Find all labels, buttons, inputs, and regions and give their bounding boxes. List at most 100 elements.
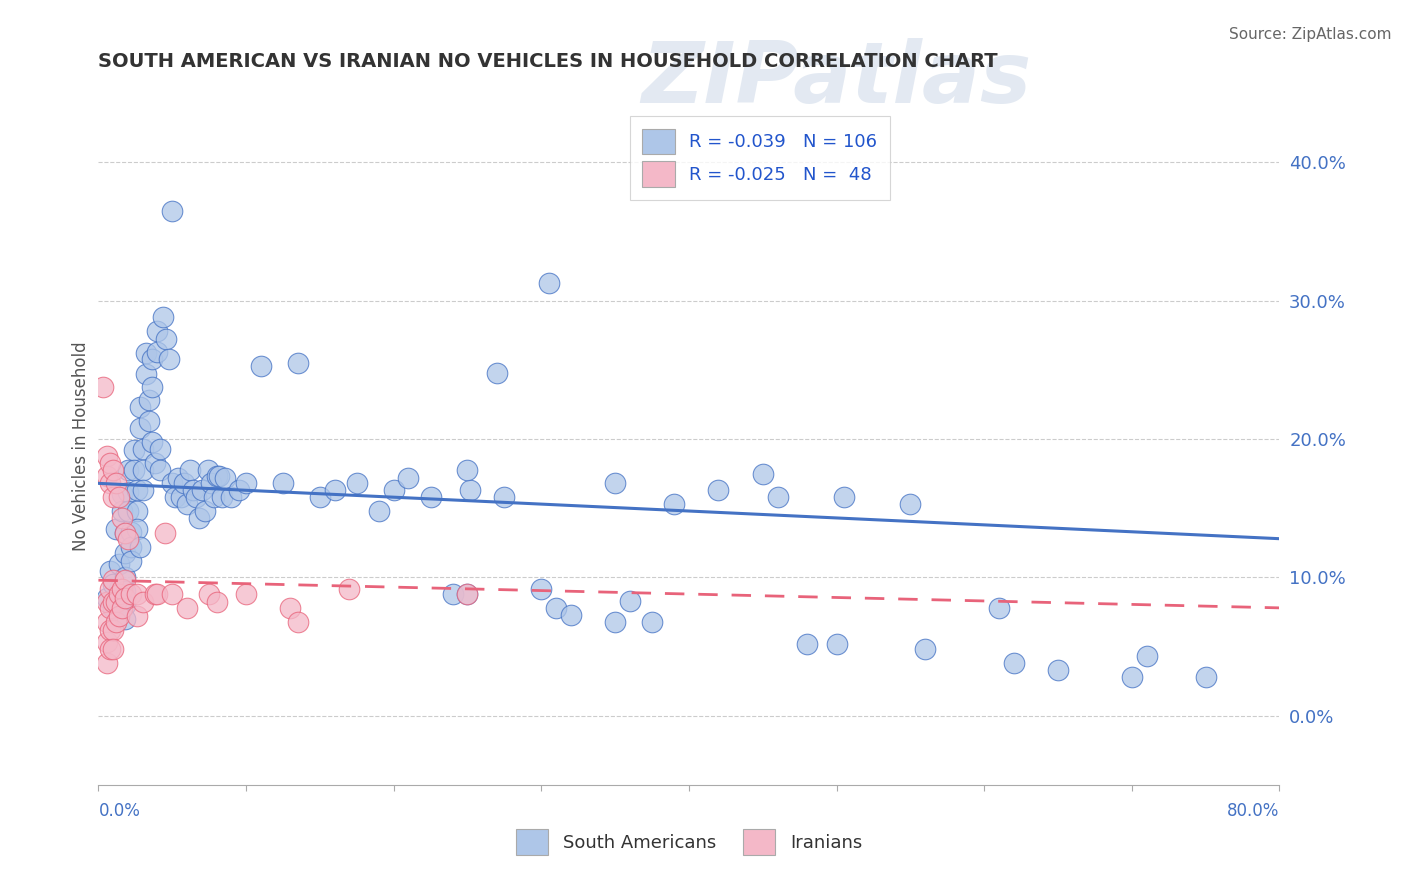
Point <box>146 324 169 338</box>
Point <box>96 615 118 629</box>
Point <box>98 582 121 596</box>
Text: 80.0%: 80.0% <box>1227 802 1279 820</box>
Point <box>111 600 134 615</box>
Point <box>162 476 183 491</box>
Point <box>1002 657 1025 671</box>
Point <box>103 600 125 615</box>
Point <box>108 609 131 624</box>
Point <box>914 642 936 657</box>
Point <box>132 462 155 476</box>
Point <box>287 356 309 370</box>
Point <box>900 497 922 511</box>
Point <box>125 483 148 498</box>
Point <box>796 637 818 651</box>
Point <box>117 504 139 518</box>
Point <box>191 483 214 498</box>
Point <box>103 573 125 587</box>
Point <box>382 483 405 498</box>
Point <box>149 442 172 456</box>
Point <box>560 607 582 622</box>
Point <box>114 591 136 606</box>
Point <box>149 462 172 476</box>
Point <box>120 524 142 539</box>
Point <box>98 642 121 657</box>
Point <box>108 557 131 571</box>
Text: 0.0%: 0.0% <box>98 802 141 820</box>
Point <box>211 490 233 504</box>
Point <box>96 469 118 483</box>
Point <box>198 587 221 601</box>
Point <box>138 414 160 428</box>
Point <box>98 600 121 615</box>
Point <box>128 401 150 415</box>
Point <box>125 522 148 536</box>
Point <box>135 367 157 381</box>
Point <box>1135 649 1157 664</box>
Point <box>530 582 553 596</box>
Point <box>228 483 250 498</box>
Point <box>197 462 219 476</box>
Point <box>114 526 136 541</box>
Point <box>98 564 121 578</box>
Point <box>486 366 509 380</box>
Point <box>141 434 163 449</box>
Point <box>153 526 176 541</box>
Point <box>250 359 273 373</box>
Point <box>1121 670 1143 684</box>
Point <box>105 476 128 491</box>
Point <box>235 476 257 491</box>
Point <box>235 587 257 601</box>
Point <box>108 582 131 596</box>
Point <box>120 554 142 568</box>
Point <box>494 490 516 504</box>
Point <box>141 379 163 393</box>
Point <box>832 490 855 504</box>
Point <box>287 615 309 629</box>
Point <box>181 483 204 498</box>
Point <box>987 600 1010 615</box>
Point <box>132 595 155 609</box>
Point <box>117 532 139 546</box>
Text: SOUTH AMERICAN VS IRANIAN NO VEHICLES IN HOUSEHOLD CORRELATION CHART: SOUTH AMERICAN VS IRANIAN NO VEHICLES IN… <box>98 53 998 71</box>
Point <box>103 642 125 657</box>
Point <box>143 587 166 601</box>
Point <box>111 511 134 525</box>
Point <box>460 483 482 498</box>
Point <box>103 462 125 476</box>
Text: ZIPatlas: ZIPatlas <box>641 37 1032 121</box>
Point <box>619 594 641 608</box>
Point <box>117 462 139 476</box>
Point <box>664 497 686 511</box>
Point <box>98 456 121 470</box>
Text: Source: ZipAtlas.com: Source: ZipAtlas.com <box>1229 27 1392 42</box>
Point <box>114 526 136 541</box>
Point <box>766 490 789 504</box>
Point <box>96 635 118 649</box>
Point <box>605 615 627 629</box>
Point <box>1046 663 1069 677</box>
Point <box>138 393 160 408</box>
Point <box>271 476 294 491</box>
Point <box>456 462 478 476</box>
Point <box>157 351 180 366</box>
Point <box>143 456 166 470</box>
Point <box>125 609 148 624</box>
Point <box>98 623 121 637</box>
Point <box>141 351 163 366</box>
Point <box>98 476 121 491</box>
Point <box>200 476 222 491</box>
Point <box>111 595 134 609</box>
Point <box>111 582 134 596</box>
Point <box>419 490 441 504</box>
Point <box>114 612 136 626</box>
Point <box>825 637 848 651</box>
Point <box>108 587 131 601</box>
Point <box>114 584 136 599</box>
Point <box>103 577 125 591</box>
Point <box>441 587 464 601</box>
Point <box>103 623 125 637</box>
Point <box>103 490 125 504</box>
Legend: South Americans, Iranians: South Americans, Iranians <box>506 821 872 864</box>
Y-axis label: No Vehicles in Household: No Vehicles in Household <box>72 341 90 551</box>
Point <box>91 379 114 393</box>
